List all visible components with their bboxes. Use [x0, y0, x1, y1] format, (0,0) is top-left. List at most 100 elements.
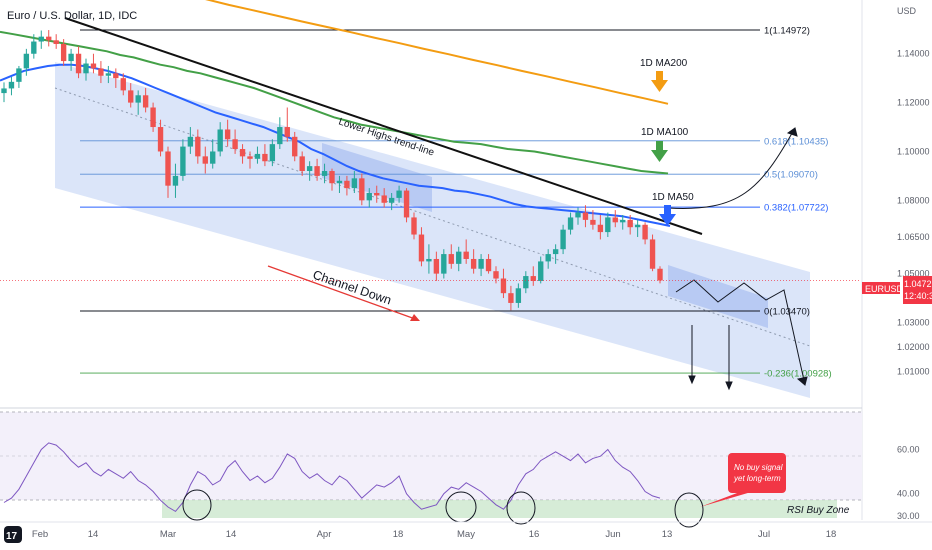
time-tick-label: 14 [88, 529, 99, 540]
candle-body [239, 149, 246, 157]
candle-body [172, 175, 179, 186]
candle-body [284, 127, 290, 137]
fib-label: 1(1.14972) [764, 26, 810, 37]
candle-body [403, 190, 410, 218]
time-tick-label: Feb [32, 529, 48, 540]
candle-body [142, 95, 149, 108]
candle-body [262, 153, 268, 162]
candle-body [605, 217, 611, 233]
price-tick-label: 1.08000 [897, 195, 930, 205]
candle-body [523, 276, 529, 289]
1d-ma100-line[interactable] [0, 30, 669, 175]
candle-body [388, 197, 395, 203]
candle-body [426, 258, 432, 262]
candle-body [165, 151, 171, 186]
candle-body [582, 212, 589, 220]
price-tick-label: 1.14000 [897, 49, 930, 59]
candle-body [359, 178, 365, 201]
candle-body [23, 53, 30, 69]
candle-body [620, 219, 626, 223]
candle-body [612, 217, 618, 223]
no-buy-signal-callout: No buy signal yet long-term [700, 453, 786, 507]
candle-body [60, 43, 67, 62]
candle-body [381, 195, 387, 203]
candle-body [470, 258, 477, 269]
candle-body [597, 224, 604, 233]
candle-body [299, 156, 305, 172]
candle-body [277, 127, 283, 145]
candle-body [485, 258, 492, 272]
price-tick-label: 1.02000 [897, 342, 930, 352]
candle-body [254, 153, 261, 159]
candle-body [456, 251, 462, 264]
candle-body [232, 139, 238, 150]
candle-body [560, 229, 566, 250]
candle-body [135, 95, 141, 103]
ma50-annotation: 1D MA50 [652, 192, 694, 226]
candle-body [46, 36, 52, 41]
time-axis[interactable]: Feb 14 Mar 14 Apr 18 May 16 Jun 13 Jul 18 [0, 521, 932, 540]
time-tick-label: May [457, 529, 475, 540]
candle-body [448, 254, 454, 264]
time-tick-label: 16 [529, 529, 540, 540]
candle-body [8, 81, 15, 89]
candle-body [567, 217, 574, 230]
price-tick-label: 1.06500 [897, 232, 930, 242]
price-tick-label: 1.12000 [897, 98, 930, 108]
time-tick-label: 13 [662, 529, 673, 540]
time-tick-label: 18 [393, 529, 404, 540]
1d-ma200-line[interactable] [180, 0, 669, 105]
ma200-arrow-icon [651, 80, 668, 92]
price-tick-label: 1.05000 [897, 269, 930, 279]
candle-body [113, 73, 119, 79]
rsi-tick-label: 40.00 [897, 489, 920, 499]
ma200-annotation: 1D MA200 [640, 58, 688, 92]
candle-body [627, 219, 633, 228]
candle-body [657, 268, 663, 281]
ma50-label: 1D MA50 [652, 192, 694, 203]
candle-body [187, 136, 194, 147]
candle-body [329, 171, 335, 184]
candlesticks [1, 30, 663, 311]
time-tick-label: Mar [160, 529, 176, 540]
price-tag-countdown: 12:40:30 [904, 291, 932, 301]
1d-ma50-line[interactable] [0, 63, 671, 227]
fib-label: -0.236(1.00928) [764, 369, 832, 380]
candle-body [441, 254, 447, 274]
rsi-tick-label: 30.00 [897, 511, 920, 521]
price-tag-symbol: EURUSD [865, 284, 904, 294]
time-tick-label: 18 [826, 529, 837, 540]
candle-body [224, 129, 231, 140]
candle-body [530, 276, 536, 281]
candle-body [344, 180, 350, 189]
candle-body [418, 234, 425, 262]
candle-body [508, 293, 514, 303]
channel-down-arrow [267, 265, 420, 321]
candle-body [634, 224, 641, 228]
candle-body [433, 258, 440, 274]
candle-body [538, 261, 544, 281]
candle-body [306, 166, 313, 172]
candle-body [68, 53, 74, 62]
projection-arrows [667, 127, 808, 391]
candle-body [314, 166, 320, 176]
candle-body [31, 41, 37, 54]
candle-body [202, 156, 208, 164]
callout-line-2: yet long-term [733, 474, 781, 483]
candle-body [180, 146, 186, 176]
ma100-annotation: 1D MA100 [641, 127, 689, 162]
svg-text:17: 17 [6, 531, 18, 542]
candle-body [649, 239, 656, 269]
rsi-buy-zone-label: RSI Buy Zone [787, 505, 850, 516]
candle-body [210, 151, 216, 164]
lower-highs-trendline[interactable] [64, 17, 703, 235]
price-tick-label: 1.10000 [897, 146, 930, 156]
time-tick-label: Jul [758, 529, 770, 540]
rsi-circles [182, 489, 704, 528]
candle-body [292, 136, 298, 157]
candle-body [396, 190, 402, 198]
ma200-label: 1D MA200 [640, 58, 688, 69]
rsi-band-background [0, 412, 862, 500]
